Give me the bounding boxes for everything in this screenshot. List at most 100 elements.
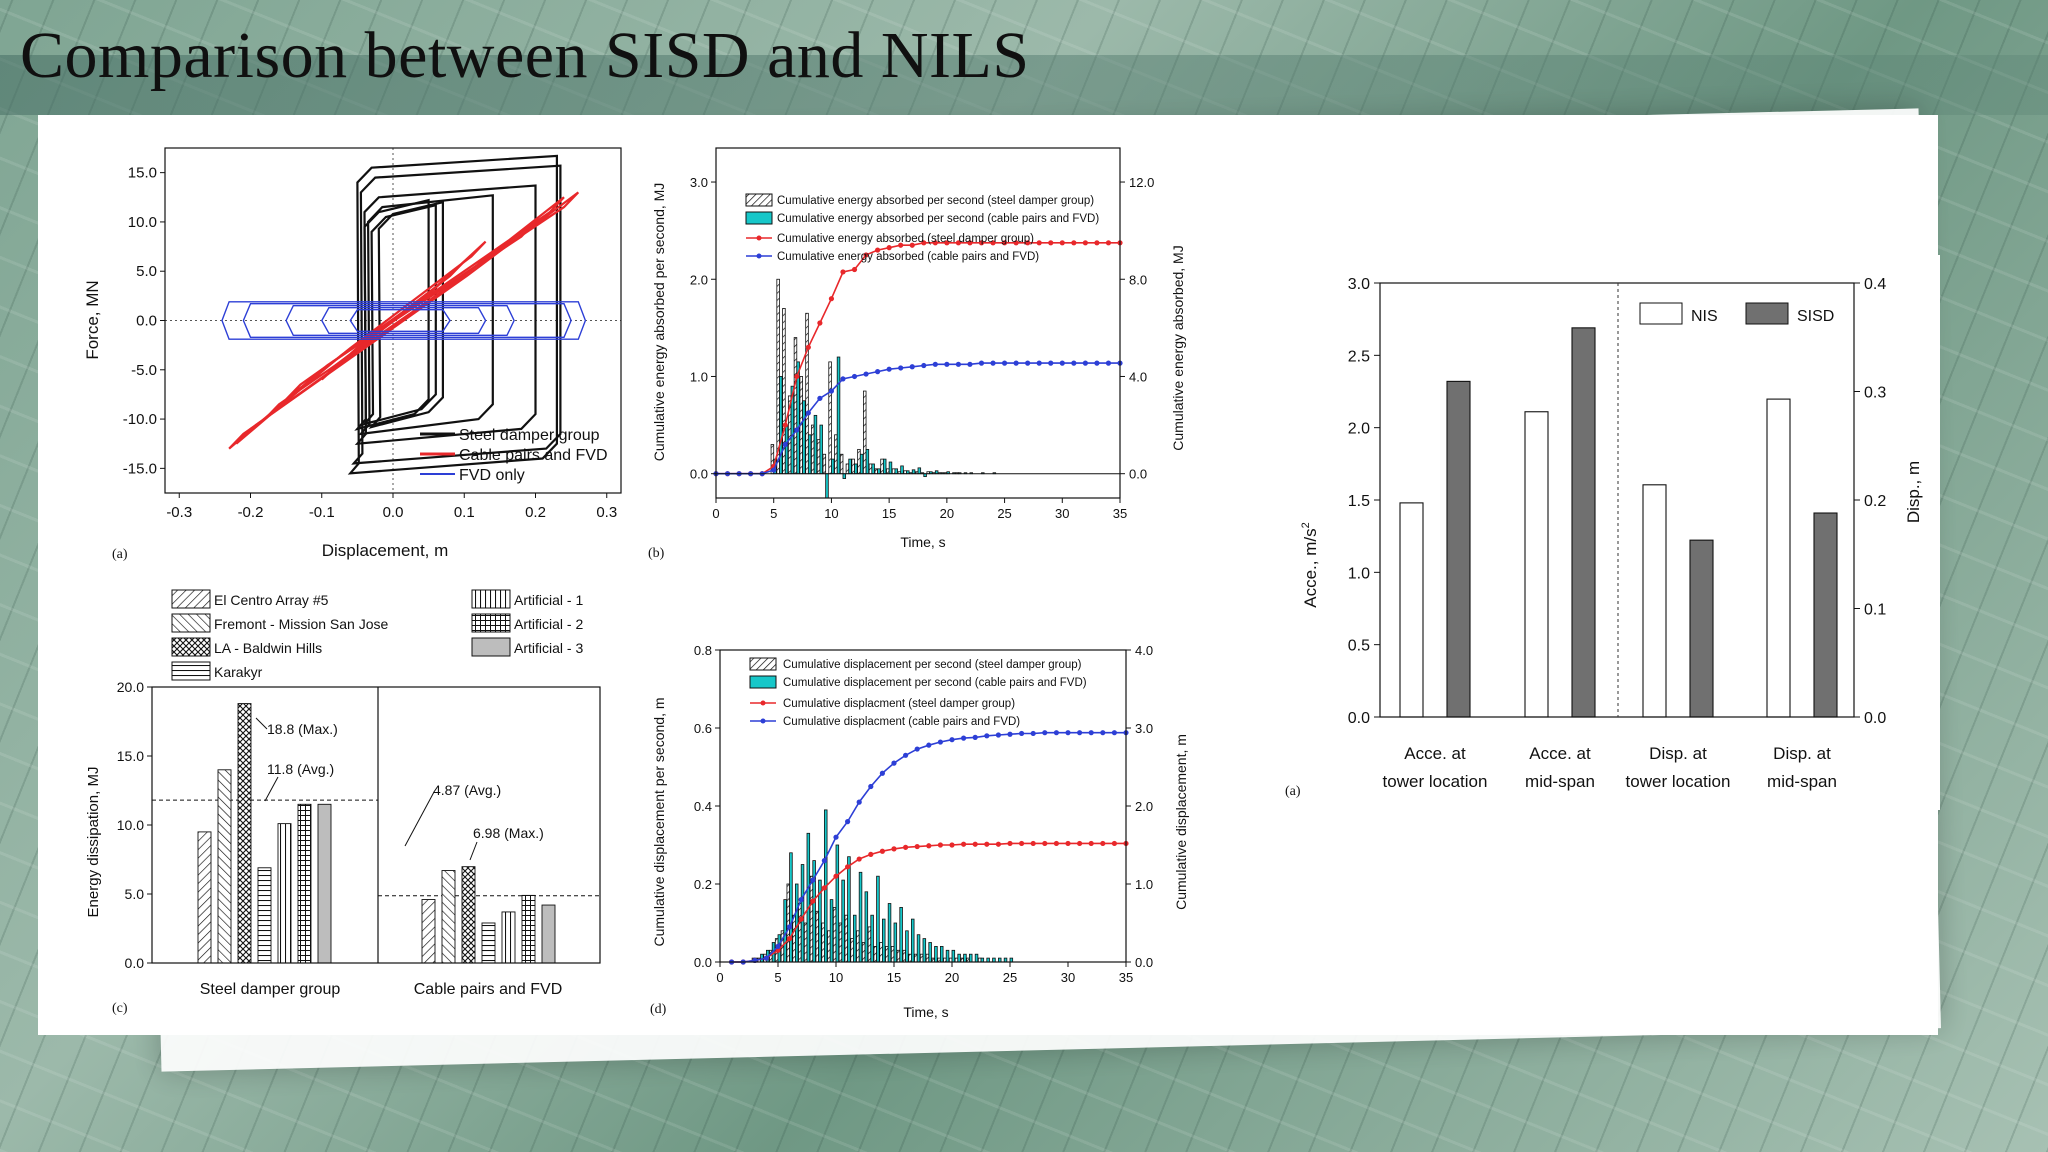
point-steel — [833, 873, 839, 879]
legend-swatch-steel-bar — [749, 657, 777, 671]
acceleration-displacement-chart: 0.0 0.5 1.0 1.5 2.0 2.5 3.0 0.0 0.1 0.2 0.3 0.4 Acce… — [1285, 276, 1923, 799]
point-steel — [821, 885, 827, 891]
point-cable — [1065, 730, 1071, 736]
point-steel — [1007, 840, 1013, 847]
hysteresis-loop — [361, 203, 437, 426]
y-tick-label: 0.0 — [136, 313, 157, 330]
point-steel — [828, 296, 835, 302]
point-steel — [794, 373, 800, 380]
bar-steel — [839, 453, 844, 475]
annotation-max-steel: 18.8 (Max.) — [267, 721, 338, 737]
point-steel — [1071, 240, 1077, 246]
point-steel — [1065, 840, 1071, 847]
y2-tick-label: 0.0 — [1864, 710, 1886, 727]
bar-sisd-2 — [1689, 539, 1714, 718]
legend-swatch-0 — [171, 589, 211, 609]
bar-nis-3 — [1766, 398, 1791, 718]
x-axis-label: Time, s — [900, 534, 945, 550]
bar-cable — [951, 949, 956, 963]
legend-marker-cable — [760, 718, 766, 724]
y2-tick-label: 8.0 — [1129, 272, 1147, 287]
category-label: mid-span — [1767, 772, 1837, 791]
series-0 — [347, 154, 562, 475]
point-cable — [1030, 730, 1036, 737]
point-steel — [775, 947, 781, 953]
legend-cable: Cable pairs and FVD — [459, 447, 608, 464]
point-cable — [821, 858, 827, 864]
point-cable — [833, 834, 839, 840]
category-label: tower location — [1626, 772, 1731, 791]
bar-steel — [803, 922, 808, 963]
x-tick-label: 0 — [712, 506, 719, 521]
legend-label-3: Karakyr — [214, 664, 263, 680]
point-cable — [1013, 360, 1019, 366]
point-steel — [903, 844, 909, 850]
bar-cable — [974, 953, 979, 963]
legend-label-2: LA - Baldwin Hills — [214, 640, 322, 656]
legend-energy-cable-bar: Cumulative energy absorbed per second (c… — [777, 213, 1099, 225]
point-cable — [851, 373, 858, 380]
legend-swatch-sisd — [1745, 302, 1789, 325]
point-cable — [798, 897, 804, 903]
bar-steel — [798, 903, 802, 963]
y-tick-label: -10.0 — [123, 411, 157, 428]
legend-energy-steel-bar: Cumulative energy absorbed per second (s… — [777, 195, 1094, 207]
point-cable — [771, 467, 777, 473]
bar-cable — [865, 448, 870, 475]
bar-5-0 — [297, 803, 312, 964]
point-steel — [787, 936, 793, 942]
point-steel — [898, 242, 904, 248]
x-tick-label: 0.1 — [454, 504, 475, 521]
x-tick-label: 0.2 — [525, 504, 546, 521]
y-tick-label: 0.6 — [694, 721, 712, 736]
point-cable — [891, 760, 897, 766]
point-steel — [856, 856, 862, 862]
y-axis-label: Cumulative displacement per second, m — [651, 697, 667, 946]
point-cable — [1059, 360, 1065, 366]
y2-tick-label: 0.1 — [1864, 602, 1886, 619]
point-steel — [851, 266, 858, 273]
y-tick-label: 0.0 — [694, 955, 712, 970]
bar-cable — [835, 844, 840, 963]
bar-steel — [844, 914, 849, 963]
x-tick-label: 5 — [774, 970, 781, 985]
group-label-steel: Steel damper group — [200, 981, 341, 998]
bar-cable — [802, 400, 806, 475]
bar-cable — [900, 465, 904, 475]
point-steel — [868, 851, 874, 857]
bar-cable — [813, 414, 818, 475]
bar-4-0 — [277, 823, 292, 964]
point-cable — [805, 410, 811, 416]
x-tick-label: 0.0 — [383, 504, 404, 521]
bar-cable — [939, 945, 944, 963]
y-tick-label: 1.0 — [690, 369, 708, 384]
point-cable — [787, 924, 793, 930]
hysteresis-loop — [242, 303, 572, 338]
legend-steel: Steel damper group — [459, 427, 600, 444]
x-tick-label: 20 — [945, 970, 959, 985]
point-steel — [1042, 840, 1048, 847]
bar-6-0 — [317, 803, 332, 964]
y2-tick-label: 2.0 — [1135, 799, 1153, 814]
point-cable — [932, 361, 938, 367]
x-tick-label: 35 — [1119, 970, 1133, 985]
energy-dissipation-chart: El Centro Array #5 Fremont - Mission San … — [85, 589, 601, 1016]
legend-label-0: El Centro Array #5 — [214, 592, 329, 608]
x-tick-label: 0.3 — [596, 504, 617, 521]
y2-tick-label: 3.0 — [1135, 721, 1153, 736]
bar-nis-2 — [1642, 484, 1667, 718]
bar-nis-1 — [1524, 411, 1549, 718]
bar-0-1 — [421, 899, 436, 964]
x-tick-label: 25 — [997, 506, 1011, 521]
bar-steel — [828, 361, 832, 475]
bar-cable — [859, 453, 864, 475]
bar-steel — [902, 949, 907, 963]
bar-cable — [864, 891, 869, 963]
y-tick-label: 1.0 — [1348, 565, 1370, 582]
legend-marker-steel — [756, 235, 762, 241]
x-tick-label: 30 — [1061, 970, 1075, 985]
bar-steel — [815, 910, 820, 963]
y2-tick-label: 12.0 — [1129, 175, 1154, 190]
legend-label-4: Artificial - 1 — [514, 592, 583, 608]
bar-steel — [822, 453, 827, 475]
